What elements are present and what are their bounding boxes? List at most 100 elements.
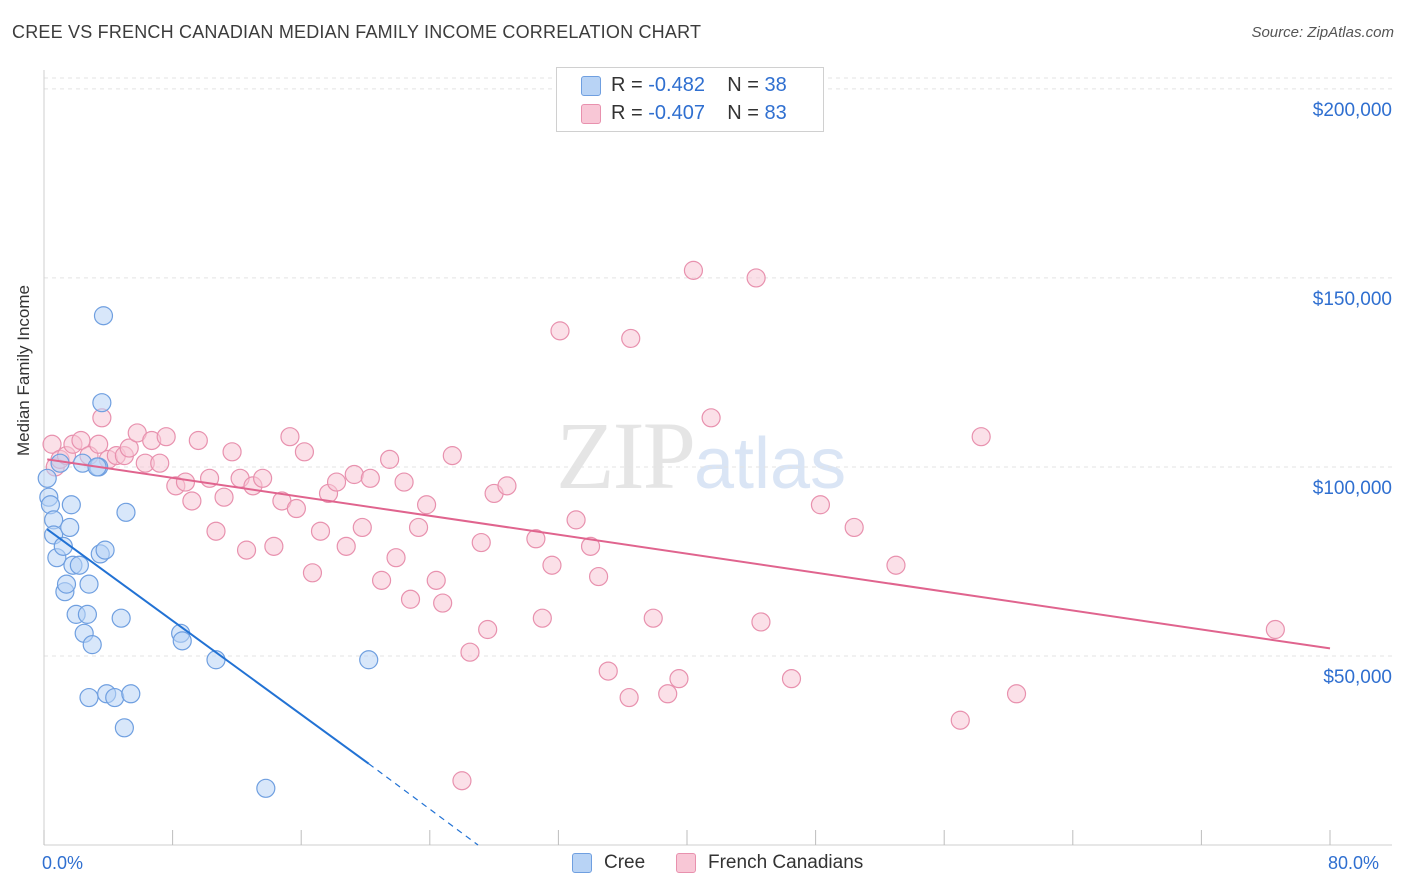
french-point — [433, 593, 453, 613]
french-point — [1006, 684, 1027, 704]
french-point — [452, 771, 472, 791]
french-point — [156, 427, 176, 447]
x-tick-min: 0.0% — [42, 853, 84, 873]
french-swatch — [581, 104, 601, 124]
cree-point — [69, 555, 89, 575]
french-point — [89, 434, 109, 454]
french-point — [286, 498, 306, 519]
cree-point — [114, 718, 134, 738]
french-point — [550, 321, 570, 341]
french-point — [380, 449, 400, 469]
french-point — [669, 669, 689, 689]
french-point — [371, 570, 392, 590]
french-point — [746, 268, 766, 288]
axes — [43, 70, 1392, 846]
french-point — [621, 328, 641, 349]
french-point — [971, 427, 991, 447]
cree-point — [359, 650, 379, 670]
n-label: N = — [727, 102, 759, 124]
cree-legend-label: Cree — [604, 852, 646, 873]
french-point — [150, 453, 170, 473]
french-point — [442, 446, 462, 466]
french-point — [588, 566, 609, 587]
cree-point — [93, 306, 114, 326]
french-n-value: 83 — [764, 102, 787, 124]
watermark-atlas: atlas — [694, 424, 847, 504]
french-point — [844, 517, 864, 538]
french-point — [182, 491, 202, 511]
cree-point — [256, 778, 276, 798]
cree-point — [53, 536, 73, 556]
french-legend-label: French Canadians — [708, 852, 864, 873]
french-canadians-points — [42, 260, 1285, 791]
french-legend-swatch — [676, 853, 696, 873]
french-point — [950, 710, 970, 730]
y-tick-label: $50,000 — [1323, 667, 1392, 688]
french-point — [206, 521, 226, 541]
french-point — [400, 589, 421, 609]
y-tick-label: $200,000 — [1313, 100, 1392, 121]
french-point — [526, 529, 546, 549]
french-point — [280, 427, 300, 447]
french-point — [542, 555, 562, 575]
french-point — [360, 468, 380, 488]
french-point — [658, 684, 678, 704]
cree-point — [82, 635, 102, 655]
cree-point — [105, 687, 125, 708]
y-tick-labels: $50,000 $100,000 $150,000 $200,000 — [1313, 100, 1392, 688]
french-point — [294, 442, 315, 462]
y-tick-label: $100,000 — [1313, 478, 1392, 499]
french-point — [119, 438, 139, 458]
cree-point — [172, 631, 192, 651]
french-point — [326, 472, 347, 492]
cree-point — [61, 495, 81, 515]
cree-n-value: 38 — [764, 74, 787, 96]
y-axis-label: Median Family Income — [14, 284, 33, 456]
french-point — [42, 434, 62, 454]
chart-title: CREE VS FRENCH CANADIAN MEDIAN FAMILY IN… — [12, 22, 702, 42]
cree-point — [92, 393, 112, 413]
cree-point — [95, 540, 115, 560]
legend-text-french: R = -0.407 N = 83 — [611, 102, 787, 125]
french-point — [386, 548, 406, 568]
french-trend-line — [47, 458, 1331, 650]
correlation-legend: R = -0.482 N = 38 R = -0.407 N = 83 — [556, 67, 824, 132]
french-point — [394, 472, 414, 492]
french-point — [302, 563, 323, 583]
cree-point — [79, 574, 99, 594]
cree-point — [77, 604, 98, 624]
cree-point — [121, 684, 141, 704]
french-point — [683, 260, 704, 280]
french-point — [310, 521, 331, 541]
cree-point — [79, 687, 99, 708]
french-point — [175, 472, 196, 492]
french-point — [471, 532, 491, 553]
french-point — [619, 687, 639, 708]
cree-point — [37, 468, 57, 488]
r-label: R = — [611, 74, 643, 96]
french-point — [532, 608, 552, 628]
french-point — [264, 536, 284, 556]
french-point — [497, 476, 517, 496]
french-point — [580, 536, 601, 556]
legend-text-cree: R = -0.482 N = 38 — [611, 74, 787, 97]
french-point — [751, 612, 771, 632]
french-point — [886, 555, 906, 575]
trend-lines — [46, 458, 1331, 846]
cree-r-value: -0.482 — [648, 74, 705, 96]
y-tick-label: $150,000 — [1313, 289, 1392, 310]
french-r-value: -0.407 — [648, 102, 705, 124]
cree-point — [116, 502, 136, 522]
watermark: ZIPatlas — [556, 400, 846, 511]
cree-point — [60, 517, 80, 538]
watermark-zip: ZIP — [556, 402, 696, 509]
gridlines — [44, 77, 1392, 657]
french-point — [566, 510, 586, 530]
cree-point — [56, 574, 77, 594]
r-label: R = — [611, 102, 643, 124]
french-point — [188, 430, 208, 451]
cree-point — [111, 608, 131, 628]
french-point — [416, 495, 437, 515]
french-point — [460, 642, 480, 662]
